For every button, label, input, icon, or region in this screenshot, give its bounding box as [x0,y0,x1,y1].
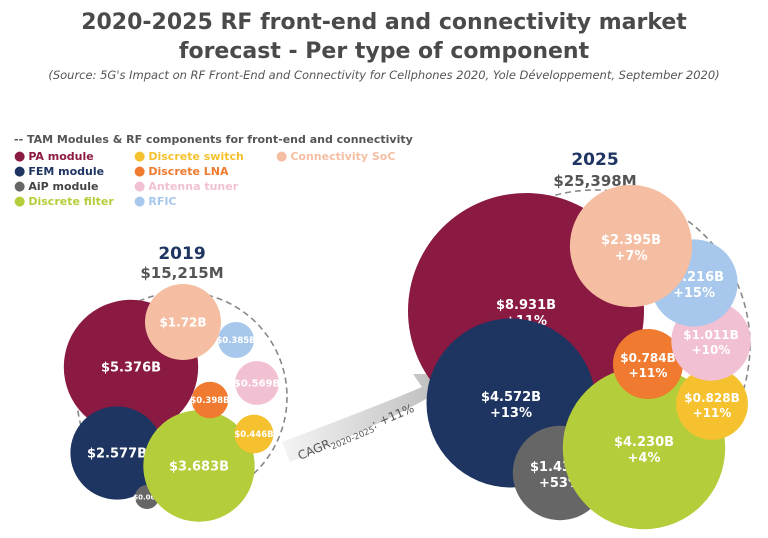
bubble-growth-label: +11% [693,406,732,420]
legend-label: Discrete switch [148,150,244,163]
total-label-2019: $15,215M [140,264,223,282]
bubble-growth-label: +10% [692,343,731,357]
bubble-value-label: $3.683B [169,460,229,475]
legend-item-aip-module: ● AiP module [14,179,98,194]
bubble-fem-module-2019 [70,406,164,500]
bubble-growth-label: +11% [629,366,668,380]
legend-bullet-icon: ● [14,164,26,179]
legend-label: FEM module [28,165,105,178]
legend-label: AiP module [28,180,99,193]
bubble-value-label: $4.572B [481,390,541,405]
legend-label: Antenna tuner [148,180,239,193]
bubble-value-label: $0.446B [234,430,273,440]
legend-item-discrete-switch: ● Discrete switch [134,149,244,164]
bubble-value-label: $1.011B [683,328,738,342]
bubble-group-2025: 2025$25,398M$8.931B+11%$4.572B+13%$1.430… [408,150,751,530]
legend-label: PA module [28,150,94,163]
legend-item-connectivity-soc: ● Connectivity SoC [276,149,395,164]
chart-title-line-1: 2020-2025 RF front-end and connectivity … [81,10,687,35]
legend-label: Discrete LNA [148,165,229,178]
legend-bullet-icon: ● [134,149,146,164]
legend-bullet-icon: ● [134,194,146,209]
bubble-discrete-lna-2025 [613,329,683,399]
bubble-value-label: $8.931B [496,298,556,313]
chart-source: (Source: 5G's Impact on RF Front-End and… [48,68,720,82]
year-label-2025: 2025 [571,150,618,170]
bubble-antenna-tuner-2019 [235,361,279,405]
legend-bullet-icon: ● [134,164,146,179]
legend-bullet-icon: ● [134,179,146,194]
legend: -- TAM Modules & RF components for front… [14,133,444,209]
bubble-value-label: $0.398B [190,396,229,406]
legend-item-pa-module: ● PA module [14,149,94,164]
legend-item-antenna-tuner: ● Antenna tuner [134,179,238,194]
bubble-group-2019: 2019$15,215M $5.376B $2.577B $0.06B $3.683B $… [63,244,288,522]
bubble-discrete-switch-2019 [234,414,274,454]
bubble-value-label: $1.72B [159,315,206,329]
bubble-value-label: $0.569B [234,379,280,390]
bubble-value-label: $0.828B [684,391,739,405]
legend-bullet-icon: ● [276,149,288,164]
bubble-growth-label: +4% [628,451,661,466]
bubble-growth-label: +15% [673,286,715,301]
bubble-value-label: $5.376B [101,361,161,376]
legend-item-fem-module: ● FEM module [14,164,104,179]
bubble-groups: 2019$15,215M $5.376B $2.577B $0.06B $3.683B $… [63,150,751,530]
bubble-discrete-filter-2019 [143,410,255,522]
legend-bullet-icon: ● [14,194,26,209]
total-label-2025: $25,398M [553,172,636,190]
bubble-growth-label: +13% [490,406,532,421]
legend-label: RFIC [148,195,177,208]
chart-title-line-2: forecast - Per type of component [178,39,590,64]
bubble-discrete-switch-2025 [676,368,748,440]
legend-label: Connectivity SoC [290,150,396,163]
bubble-value-label: $4.230B [614,435,674,450]
bubble-value-label: $0.06B [133,494,160,502]
year-label-2019: 2019 [158,244,205,264]
legend-label: Discrete filter [28,195,114,208]
bubble-value-label: $0.784B [620,351,675,365]
legend-item-discrete-lna: ● Discrete LNA [134,164,228,179]
legend-item-rfic: ● RFIC [134,194,177,209]
legend-bullet-icon: ● [14,179,26,194]
cagr-arrow [282,374,458,462]
bubble-value-label: $0.385B [216,336,255,346]
legend-bullet-icon: ● [14,149,26,164]
bubble-value-label: $2.577B [87,447,147,462]
bubble-value-label: $2.395B [601,233,661,248]
bubble-growth-label: +7% [615,249,648,264]
bubble-discrete-lna-2019 [191,381,229,419]
legend-item-discrete-filter: ● Discrete filter [14,194,114,209]
legend-heading: -- TAM Modules & RF components for front… [14,133,413,146]
bubble-rfic-2019 [218,322,254,358]
bubble-connectivity-soc-2019 [145,284,221,360]
chart-title: 2020-2025 RF front-end and connectivity … [0,8,768,66]
bubble-connectivity-soc-2025 [569,184,693,308]
